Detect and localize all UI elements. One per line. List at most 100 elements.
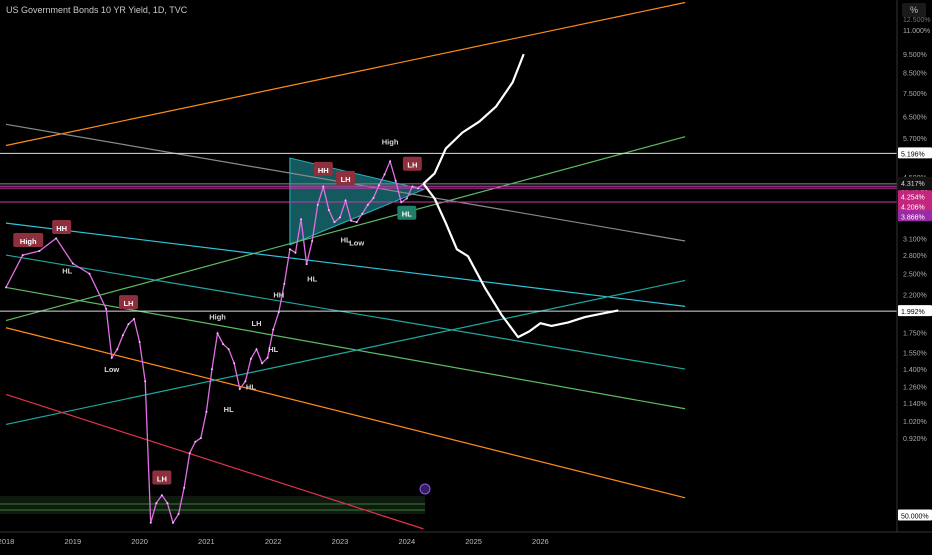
price-point (38, 250, 41, 253)
price-marker-box (898, 190, 932, 202)
price-tick-label: 9.500% (903, 52, 927, 59)
price-point (183, 486, 186, 489)
price-point (133, 317, 136, 320)
price-point (199, 437, 202, 440)
price-marker-box (898, 509, 932, 521)
price-point (333, 221, 336, 224)
price-tick-label: 1.400% (903, 367, 927, 374)
price-point (188, 452, 191, 455)
price-marker-label: 4.317% (901, 181, 925, 188)
price-point (105, 307, 108, 310)
price-marker-label: 50.000% (901, 513, 929, 520)
price-tick-label: 1.260% (903, 384, 927, 391)
price-tick-label: 1.020% (903, 419, 927, 426)
price-point (372, 197, 375, 200)
price-tick-label: 5.700% (903, 136, 927, 143)
price-marker-box (898, 176, 932, 188)
price-point (283, 282, 286, 285)
price-point (149, 521, 152, 524)
time-axis-bg (0, 532, 932, 550)
price-point (361, 212, 364, 215)
swing-label: HL (268, 345, 278, 354)
price-point (216, 332, 219, 335)
price-marker-label: 3.866% (901, 214, 925, 221)
price-point (305, 263, 308, 266)
price-marker: 4.254% (898, 190, 932, 202)
swing-label-box (52, 220, 72, 235)
trend-line-orange (5, 1, 686, 147)
price-point (88, 272, 91, 275)
swing-label: HH (318, 166, 329, 175)
price-point (227, 348, 230, 351)
trend-line-red (5, 393, 424, 530)
price-point (366, 203, 369, 206)
price-point (121, 334, 124, 337)
price-point (288, 248, 291, 251)
price-point (144, 380, 147, 383)
price-tick-label: 2.800% (903, 253, 927, 260)
swing-label: High (209, 312, 226, 321)
swing-label: HL (402, 210, 412, 219)
price-marker-label: 1.992% (901, 309, 925, 316)
chart-title: US Government Bonds 10 YR Yield, 1D, TVC (6, 5, 188, 15)
price-tick-label: 1.140% (903, 401, 927, 408)
time-tick-label: 2022 (265, 537, 282, 546)
price-marker: 50.000% (898, 509, 932, 521)
price-marker-label: 5.196% (901, 151, 925, 158)
price-marker-label: 4.206% (901, 204, 925, 211)
swing-label: LH (252, 319, 262, 328)
price-point (389, 160, 392, 163)
price-point (238, 388, 241, 391)
price-point (266, 356, 269, 359)
swing-label-box (402, 156, 422, 171)
price-point (344, 199, 347, 202)
swing-label: Low (349, 239, 364, 248)
price-point (205, 410, 208, 413)
price-point (294, 251, 297, 254)
price-tick-label: 1.750% (903, 330, 927, 337)
price-point (116, 348, 119, 351)
plot-group: HighHHHLLowLHLHHighLHHHHLHLHLHLHHLHHLLow… (0, 1, 897, 530)
price-point (322, 185, 325, 188)
price-point (255, 348, 258, 351)
price-point (244, 380, 247, 383)
price-point (316, 203, 319, 206)
price-marker: 3.866% (898, 210, 932, 222)
swing-label-box (397, 205, 417, 220)
swing-label: High (20, 237, 37, 246)
price-point (339, 216, 341, 219)
time-tick-label: 2021 (198, 537, 215, 546)
projection-path (422, 53, 525, 185)
price-point (5, 286, 7, 289)
swing-label: HL (341, 235, 351, 244)
price-point (71, 262, 74, 265)
price-marker-box (898, 200, 932, 212)
price-tick-label: 0.920% (903, 436, 927, 443)
price-marker-label: 4.254% (901, 194, 925, 201)
price-point (350, 219, 353, 222)
swing-label: LH (341, 175, 351, 184)
time-tick-label: 2018 (0, 537, 14, 546)
trend-line-cyan (5, 222, 686, 307)
percent-scale-button[interactable]: % (902, 3, 926, 17)
price-marker: 4.317% (898, 176, 932, 188)
volume-band (0, 496, 425, 514)
price-tick-label: 6.500% (903, 115, 927, 122)
price-point (155, 502, 158, 505)
price-point (249, 357, 252, 360)
swing-label: Low (104, 365, 119, 374)
price-point (21, 254, 24, 257)
price-point (377, 184, 380, 187)
price-marker: 5.196% (898, 147, 932, 159)
price-tick-label: 8.500% (903, 70, 927, 77)
price-point (405, 197, 408, 200)
price-tick-label: 3.100% (903, 236, 927, 243)
price-point (416, 187, 419, 190)
swing-label: HL (62, 266, 72, 275)
trend-line-orange (5, 327, 686, 499)
swing-label: High (382, 138, 399, 147)
trend-line-teal (5, 279, 686, 426)
